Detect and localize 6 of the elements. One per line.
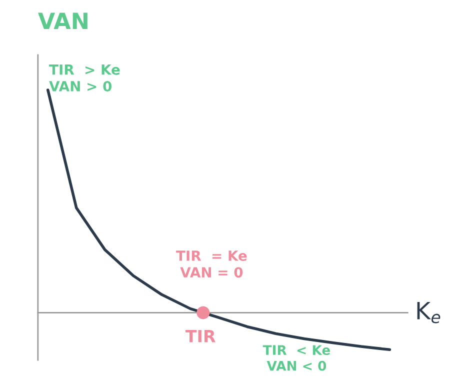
x-axis-title: K$_{e}$ bbox=[417, 302, 440, 324]
annotation: TIR < Ke VAN < 0 bbox=[262, 345, 330, 371]
annotation: TIR = Ke VAN = 0 bbox=[176, 250, 247, 278]
annotation: TIR > Ke VAN > 0 bbox=[49, 64, 120, 92]
annotation: TIR bbox=[185, 330, 216, 342]
y-axis-title: VAN bbox=[38, 12, 88, 29]
